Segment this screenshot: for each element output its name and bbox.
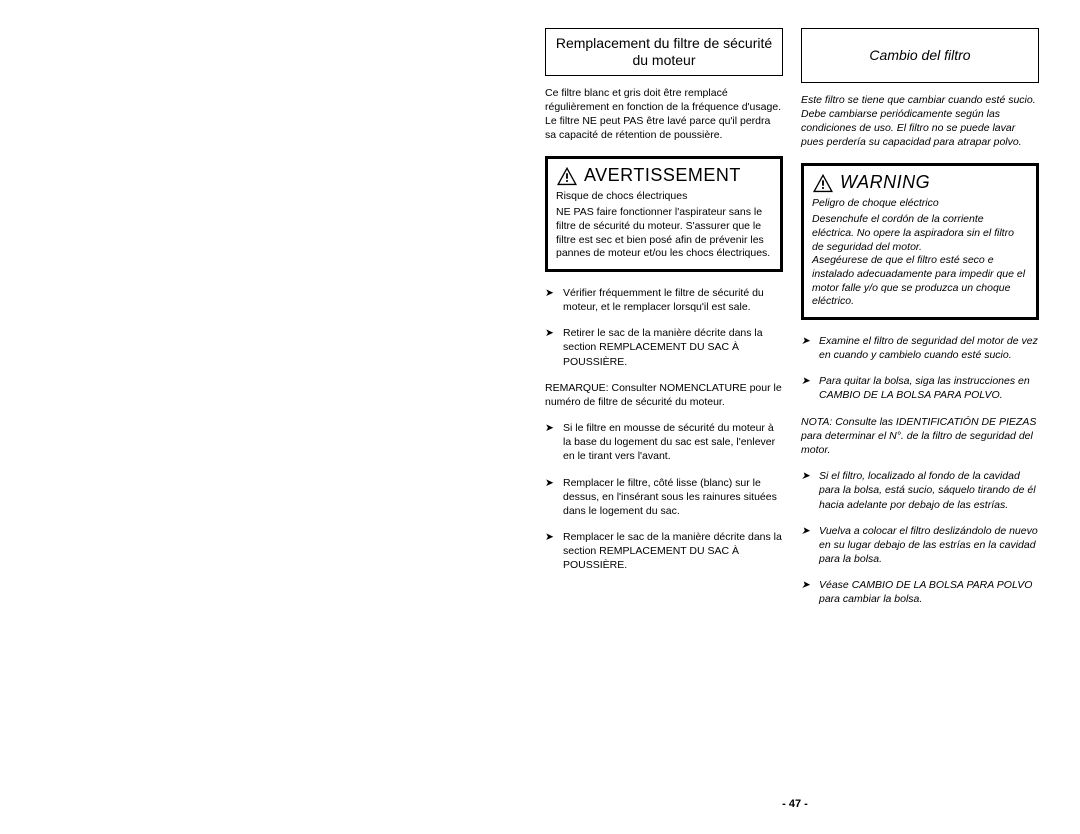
- column-french: Remplacement du filtre de sécurité du mo…: [545, 28, 783, 619]
- bullet-text: Examine el filtro de seguridad del motor…: [819, 334, 1039, 362]
- warning-title-fr: AVERTISSEMENT: [584, 165, 741, 186]
- bullet-arrow-icon: ➤: [801, 469, 819, 512]
- list-item: ➤ Remplacer le filtre, côté lisse (blanc…: [545, 476, 783, 519]
- two-column-layout: Remplacement du filtre de sécurité du mo…: [545, 28, 1045, 619]
- bullet-text: Remplacer le filtre, côté lisse (blanc) …: [563, 476, 783, 519]
- bullet-text: Si el filtro, localizado al fondo de la …: [819, 469, 1039, 512]
- warning-subtitle-fr: Risque de chocs électriques: [556, 190, 772, 202]
- warning-icon: [812, 173, 834, 193]
- warning-box-es: WARNING Peligro de choque eléctrico Dese…: [801, 163, 1039, 319]
- manual-page: Remplacement du filtre de sécurité du mo…: [545, 28, 1045, 619]
- bullet-text: Remplacer le sac de la manière décrite d…: [563, 530, 783, 573]
- note-fr: REMARQUE: Consulter NOMENCLATURE pour le…: [545, 381, 783, 409]
- warning-body-es-2: Asegéurese de que el filtro esté seco e …: [812, 254, 1028, 309]
- page-number: - 47 -: [545, 798, 1045, 810]
- section-title-es: Cambio del filtro: [801, 28, 1039, 83]
- list-item: ➤ Véase CAMBIO DE LA BOLSA PARA POLVO pa…: [801, 578, 1039, 606]
- list-item: ➤ Para quitar la bolsa, siga las instruc…: [801, 374, 1039, 402]
- warning-body-fr: NE PAS faire fonctionner l'aspirateur sa…: [556, 206, 772, 261]
- list-item: ➤ Examine el filtro de seguridad del mot…: [801, 334, 1039, 362]
- title-text-es: Cambio del filtro: [806, 35, 1034, 76]
- bullet-arrow-icon: ➤: [545, 286, 563, 314]
- warning-icon: [556, 166, 578, 186]
- bullet-arrow-icon: ➤: [545, 530, 563, 573]
- list-item: ➤ Retirer le sac de la manière décrite d…: [545, 326, 783, 369]
- list-item: ➤ Si el filtro, localizado al fondo de l…: [801, 469, 1039, 512]
- bullet-arrow-icon: ➤: [801, 578, 819, 606]
- column-spanish: Cambio del filtro Este filtro se tiene q…: [801, 28, 1039, 619]
- note-es: NOTA: Consulte las IDENTIFICATIÓN DE PIE…: [801, 415, 1039, 458]
- bullet-arrow-icon: ➤: [801, 524, 819, 567]
- bullet-arrow-icon: ➤: [801, 334, 819, 362]
- bullet-text: Vérifier fréquemment le filtre de sécuri…: [563, 286, 783, 314]
- warning-body-es-1: Desenchufe el cordón de la corriente elé…: [812, 213, 1028, 254]
- bullet-text: Para quitar la bolsa, siga las instrucci…: [819, 374, 1039, 402]
- bullet-arrow-icon: ➤: [801, 374, 819, 402]
- bullet-arrow-icon: ➤: [545, 326, 563, 369]
- list-item: ➤ Vuelva a colocar el filtro deslizándol…: [801, 524, 1039, 567]
- list-item: ➤ Remplacer le sac de la manière décrite…: [545, 530, 783, 573]
- list-item: ➤ Si le filtre en mousse de sécurité du …: [545, 421, 783, 464]
- intro-paragraph-es: Este filtro se tiene que cambiar cuando …: [801, 93, 1039, 150]
- warning-header-fr: AVERTISSEMENT: [556, 165, 772, 186]
- bullet-text: Vuelva a colocar el filtro deslizándolo …: [819, 524, 1039, 567]
- intro-paragraph-fr: Ce filtre blanc et gris doit être rempla…: [545, 86, 783, 143]
- bullet-list-es: ➤ Examine el filtro de seguridad del mot…: [801, 334, 1039, 607]
- section-title-fr: Remplacement du filtre de sécurité du mo…: [545, 28, 783, 76]
- bullet-list-fr: ➤ Vérifier fréquemment le filtre de sécu…: [545, 286, 783, 573]
- bullet-arrow-icon: ➤: [545, 421, 563, 464]
- warning-subtitle-es: Peligro de choque eléctrico: [812, 197, 1028, 209]
- list-item: ➤ Vérifier fréquemment le filtre de sécu…: [545, 286, 783, 314]
- warning-box-fr: AVERTISSEMENT Risque de chocs électrique…: [545, 156, 783, 272]
- bullet-text: Si le filtre en mousse de sécurité du mo…: [563, 421, 783, 464]
- warning-header-es: WARNING: [812, 172, 1028, 193]
- warning-title-es: WARNING: [840, 172, 930, 193]
- bullet-arrow-icon: ➤: [545, 476, 563, 519]
- title-text-fr: Remplacement du filtre de sécurité du mo…: [550, 35, 778, 69]
- bullet-text: Véase CAMBIO DE LA BOLSA PARA POLVO para…: [819, 578, 1039, 606]
- bullet-text: Retirer le sac de la manière décrite dan…: [563, 326, 783, 369]
